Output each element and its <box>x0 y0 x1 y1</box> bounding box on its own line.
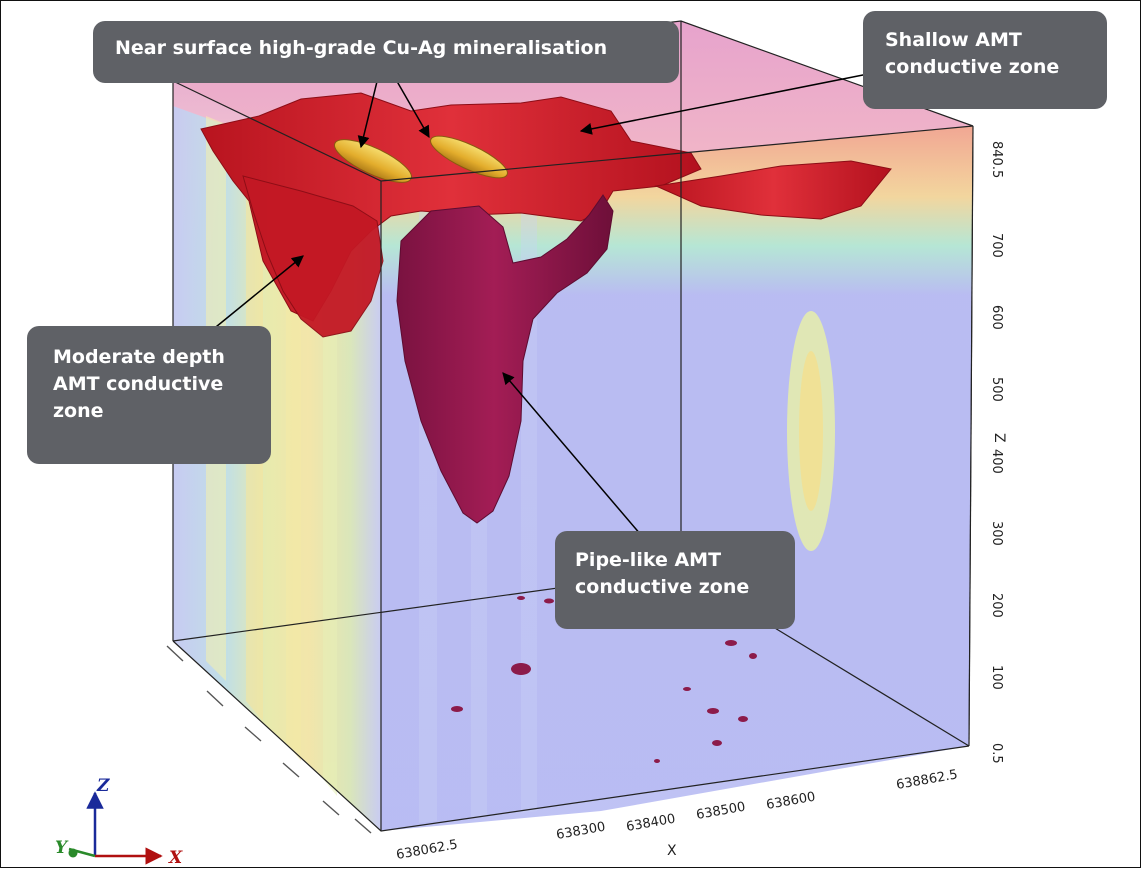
z-tick: 0.5 <box>989 743 1004 764</box>
callout-text: AMT conductive <box>53 373 224 395</box>
gizmo-y-label: Y <box>55 838 69 858</box>
callout-pipe-conductive-zone: Pipe-like AMT conductive zone <box>555 531 795 629</box>
z-axis-label: Z <box>991 433 1007 443</box>
cu-ag-mineralisation <box>334 135 508 183</box>
z-tick: 840.5 <box>989 141 1004 178</box>
x-tick: 638600 <box>765 790 816 813</box>
z-tick: 700 <box>989 233 1004 258</box>
callout-text: Near surface high-grade Cu-Ag mineralisa… <box>115 37 608 59</box>
gizmo-z-label: Z <box>96 776 110 796</box>
callout-text: Shallow AMT <box>885 29 1022 51</box>
gizmo-x-label: X <box>168 848 183 868</box>
y-axis-ticks <box>166 645 372 834</box>
callout-shallow-conductive-zone: Shallow AMT conductive zone <box>863 11 1107 109</box>
moderate-depth-conductive-zone <box>242 175 384 338</box>
z-tick: 200 <box>989 593 1004 618</box>
x-tick: 638500 <box>695 800 746 823</box>
callout-text: Moderate depth <box>53 346 225 368</box>
orientation-gizmo: Z X Y <box>55 776 183 868</box>
x-axis-label: X <box>667 843 677 859</box>
pipe-conductive-zone <box>396 194 614 524</box>
callout-text: Pipe-like AMT <box>575 549 722 571</box>
callout-moderate-depth-conductive-zone: Moderate depth AMT conductive zone <box>27 326 271 464</box>
x-tick: 638862.5 <box>895 767 959 793</box>
callout-text: conductive zone <box>885 56 1060 78</box>
x-tick: 638062.5 <box>395 837 459 863</box>
x-tick: 638300 <box>555 820 606 843</box>
shallow-conductive-zone-right <box>654 160 892 220</box>
z-tick: 100 <box>989 665 1004 690</box>
deep-conductors <box>451 596 757 763</box>
z-tick: 400 <box>989 449 1004 474</box>
z-tick: 600 <box>989 305 1004 330</box>
z-axis: 0.5 100 200 300 400 500 600 700 840.5 Z <box>968 130 1007 764</box>
callout-near-surface-mineralisation: Near surface high-grade Cu-Ag mineralisa… <box>93 21 679 83</box>
z-tick: 300 <box>989 521 1004 546</box>
callout-text: zone <box>53 400 104 422</box>
x-tick: 638400 <box>625 812 676 835</box>
z-tick: 500 <box>989 377 1004 402</box>
callout-text: conductive zone <box>575 576 750 598</box>
